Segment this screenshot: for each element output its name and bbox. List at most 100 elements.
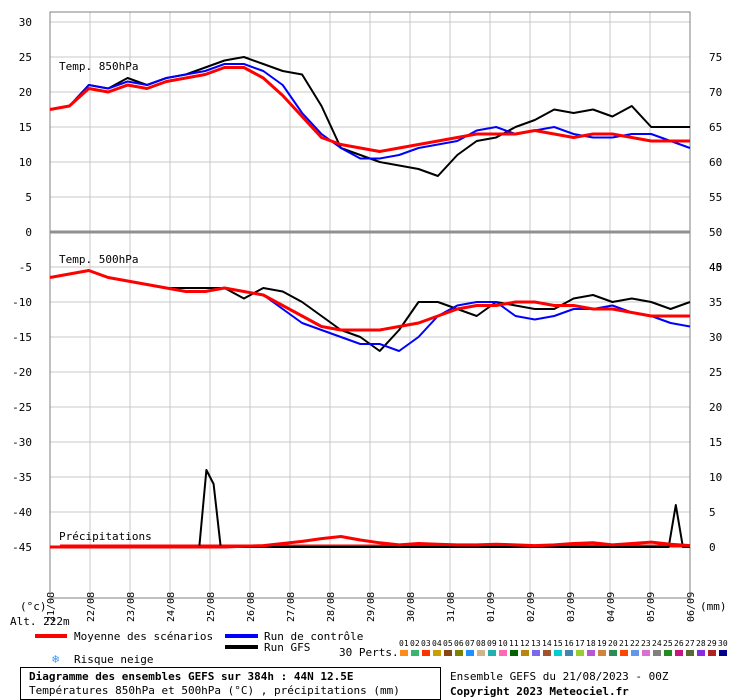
footer-copyright: Copyright 2023 Meteociel.fr — [450, 685, 629, 698]
x-tick-label: 06/09 — [686, 592, 697, 622]
pert-number: 02 — [410, 639, 420, 648]
pert-color-swatch — [631, 650, 639, 656]
right-tick-label: 55 — [709, 191, 722, 204]
footer-subtitle: Températures 850hPa et 500hPa (°C) , pré… — [29, 684, 400, 697]
y-tick-label: -30 — [12, 436, 32, 449]
pert-color-swatch — [719, 650, 727, 656]
pert-color-swatch — [532, 650, 540, 656]
y-tick-label: 25 — [19, 51, 32, 64]
pert-color-swatch — [521, 650, 529, 656]
right-tick-label: 5 — [709, 506, 716, 519]
pert-number: 28 — [696, 639, 706, 648]
y-tick-label: -5 — [19, 261, 32, 274]
pert-number: 01 — [399, 639, 409, 648]
y-tick-label: 5 — [25, 191, 32, 204]
y-tick-label: -25 — [12, 401, 32, 414]
x-tick-label: 30/08 — [406, 592, 417, 622]
right-tick-label: 45 — [709, 261, 722, 274]
right-tick-label: 35 — [709, 296, 722, 309]
pert-color-swatch — [543, 650, 551, 656]
right-tick-label: 20 — [709, 401, 722, 414]
pert-number: 09 — [487, 639, 497, 648]
right-tick-label: 40 — [709, 261, 722, 274]
pert-number: 06 — [454, 639, 464, 648]
pert-color-swatch — [697, 650, 705, 656]
pert-number: 04 — [432, 639, 442, 648]
pert-color-swatch — [499, 650, 507, 656]
pert-number: 27 — [685, 639, 695, 648]
series-precip-1 — [50, 535, 691, 549]
pert-color-swatch — [411, 650, 419, 656]
snowflake-icon: ❄ — [52, 652, 60, 666]
x-tick-label: 03/09 — [566, 592, 577, 622]
y-tick-label: -10 — [12, 296, 32, 309]
panel-label: Précipitations — [59, 530, 152, 543]
pert-number: 10 — [498, 639, 508, 648]
right-tick-label: 0 — [709, 541, 716, 554]
x-tick-label: 28/08 — [326, 592, 337, 622]
panel-label: Temp. 500hPa — [59, 253, 138, 266]
legend-control-swatch — [225, 634, 258, 638]
pert-color-swatch — [664, 650, 672, 656]
pert-color-swatch — [466, 650, 474, 656]
pert-color-swatch — [488, 650, 496, 656]
y-tick-label: -15 — [12, 331, 32, 344]
x-tick-label: 23/08 — [126, 592, 137, 622]
x-tick-label: 24/08 — [166, 592, 177, 622]
footer-title: Diagramme des ensembles GEFS sur 384h : … — [29, 670, 354, 683]
pert-number: 18 — [586, 639, 596, 648]
right-tick-label: 30 — [709, 331, 722, 344]
pert-color-swatch — [510, 650, 518, 656]
pert-color-swatch — [686, 650, 694, 656]
right-tick-label: 65 — [709, 121, 722, 134]
pert-number: 11 — [509, 639, 519, 648]
footer-run-info: Ensemble GEFS du 21/08/2023 - 00Z — [450, 670, 669, 683]
legend-gfs-swatch — [225, 645, 258, 649]
x-tick-label: 02/09 — [526, 592, 537, 622]
pert-number: 16 — [564, 639, 574, 648]
x-tick-label: 04/09 — [606, 592, 617, 622]
pert-number: 03 — [421, 639, 431, 648]
pert-number: 19 — [597, 639, 607, 648]
x-tick-label: 01/09 — [486, 592, 497, 622]
pert-number: 22 — [630, 639, 640, 648]
pert-color-swatch — [565, 650, 573, 656]
pert-number: 07 — [465, 639, 475, 648]
right-tick-label: 15 — [709, 436, 722, 449]
pert-number: 15 — [553, 639, 563, 648]
plot-frame — [49, 11, 691, 599]
pert-color-swatch — [576, 650, 584, 656]
right-tick-label: 50 — [709, 226, 722, 239]
pert-number: 08 — [476, 639, 486, 648]
pert-color-swatch — [598, 650, 606, 656]
pert-color-swatch — [455, 650, 463, 656]
pert-number: 26 — [674, 639, 684, 648]
legend-mean-swatch — [35, 634, 67, 638]
pert-number: 05 — [443, 639, 453, 648]
y-tick-label: 20 — [19, 86, 32, 99]
x-tick-label: 05/09 — [646, 592, 657, 622]
series-850-0 — [49, 66, 690, 153]
pert-number: 29 — [707, 639, 717, 648]
right-tick-label: 70 — [709, 86, 722, 99]
pert-color-swatch — [653, 650, 661, 656]
x-tick-label: 31/08 — [446, 592, 457, 622]
x-tick-label: 25/08 — [206, 592, 217, 622]
legend-control-label: Run de contrôle — [264, 630, 364, 643]
pert-color-swatch — [433, 650, 441, 656]
pert-number: 17 — [575, 639, 585, 648]
pert-color-swatch — [444, 650, 452, 656]
x-tick-label: 29/08 — [366, 592, 377, 622]
pert-number: 12 — [520, 639, 530, 648]
y-tick-label: 10 — [19, 156, 32, 169]
y-tick-label: -35 — [12, 471, 32, 484]
pert-number: 13 — [531, 639, 541, 648]
pert-color-swatch — [642, 650, 650, 656]
pert-number: 21 — [619, 639, 629, 648]
pert-color-swatch — [400, 650, 408, 656]
pert-number: 25 — [663, 639, 673, 648]
right-tick-label: 60 — [709, 156, 722, 169]
pert-color-swatch — [422, 650, 430, 656]
legend-snow-label: Risque neige — [74, 653, 154, 666]
